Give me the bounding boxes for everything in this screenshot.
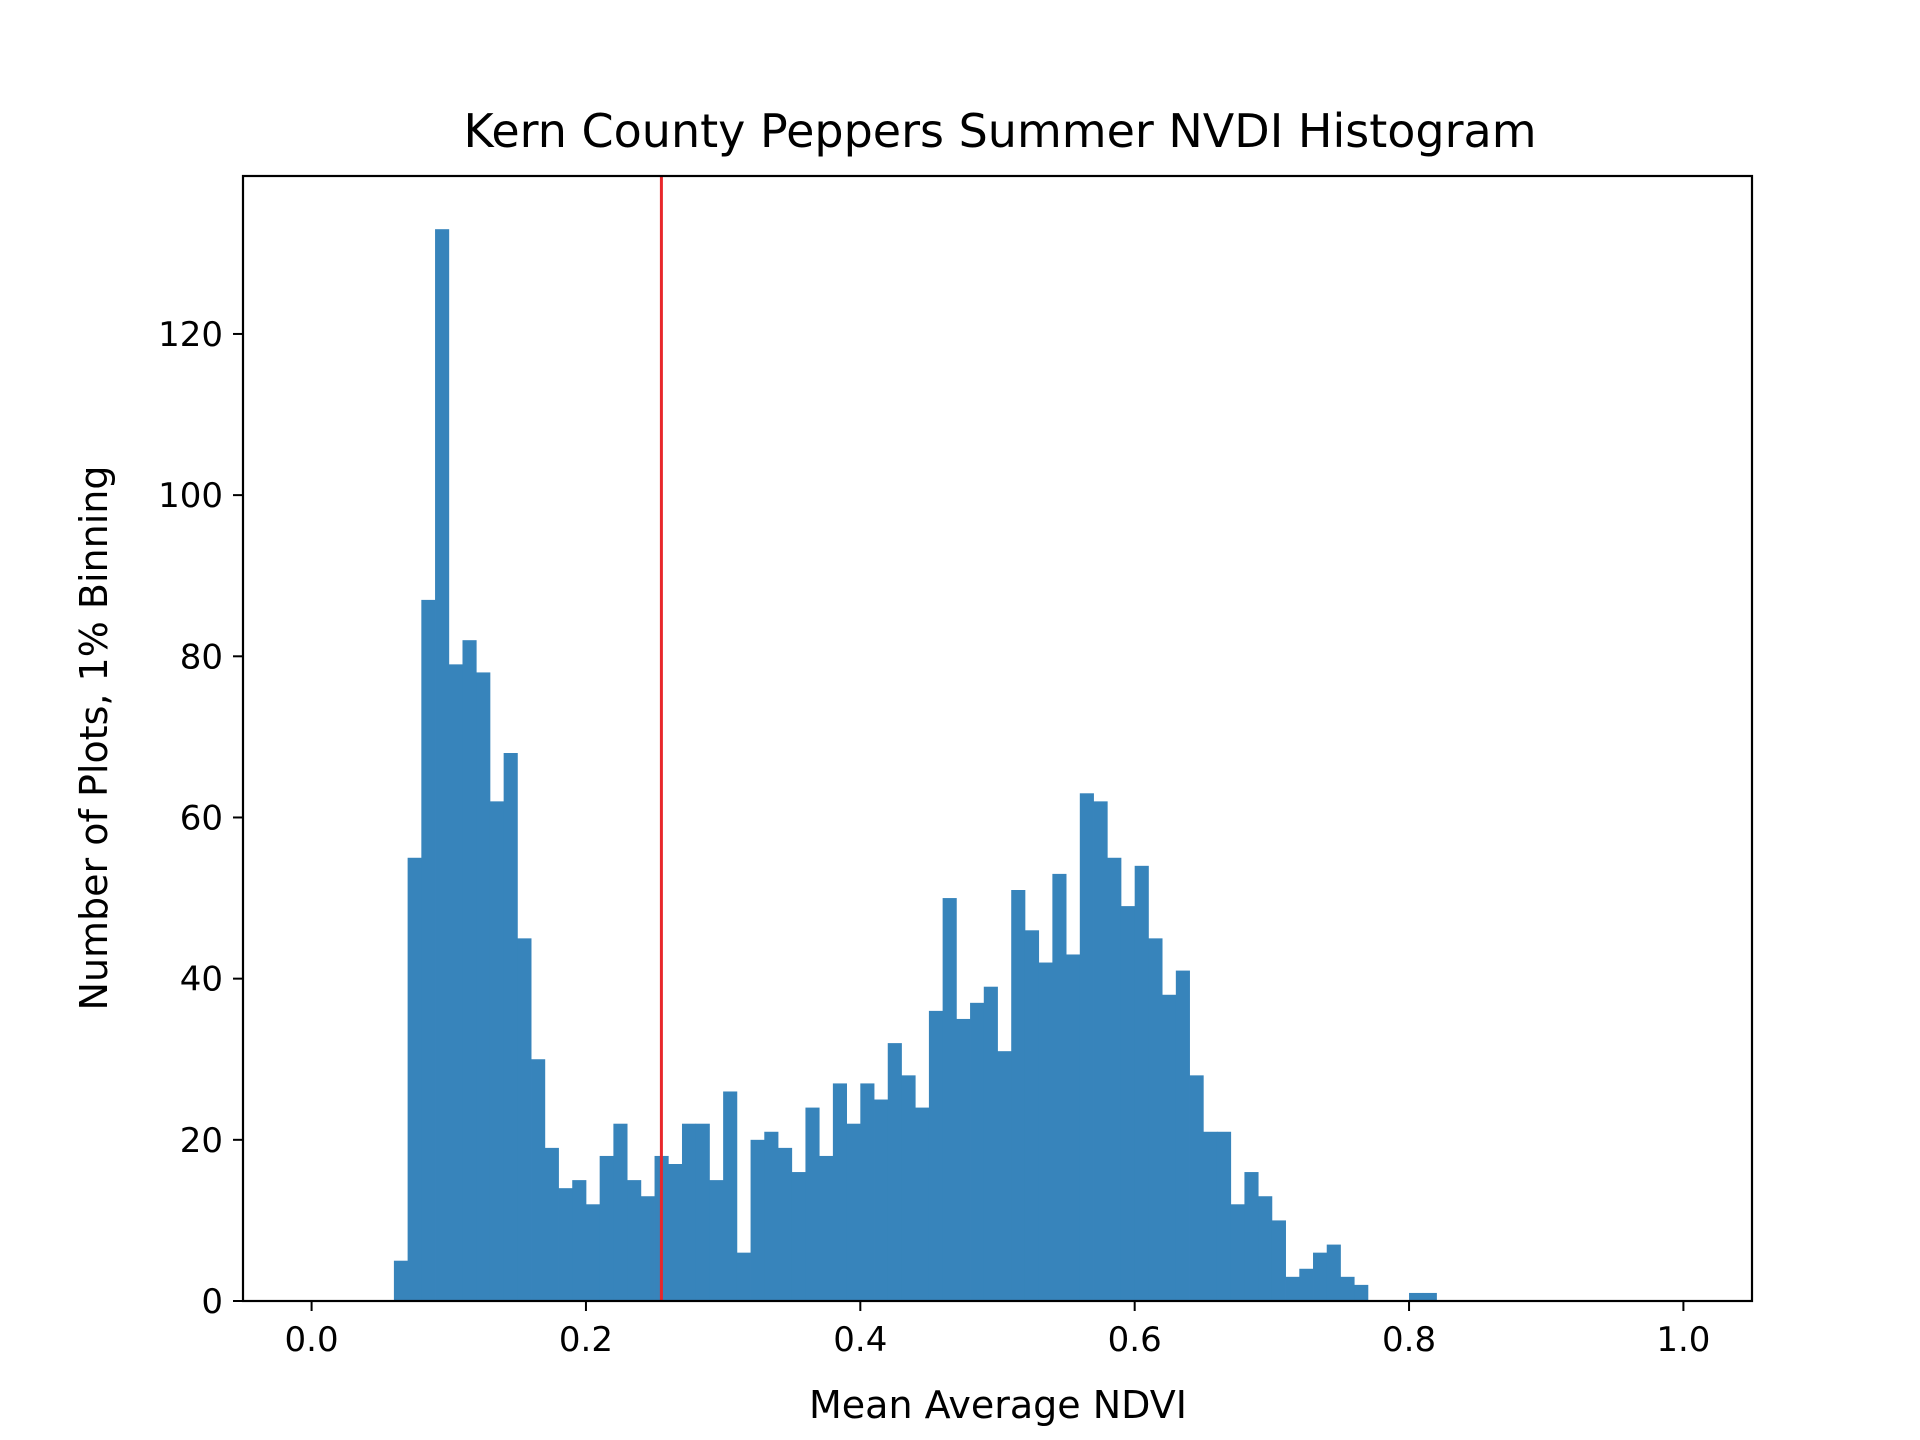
y-tick-label: 80 — [180, 637, 223, 677]
histogram-bar — [1409, 1292, 1424, 1301]
histogram-bar — [476, 672, 491, 1301]
histogram-bar — [585, 1204, 601, 1301]
histogram-bar — [1285, 1276, 1300, 1301]
histogram-bar — [462, 640, 477, 1301]
histogram-bar — [1093, 801, 1108, 1301]
histogram-bar — [668, 1164, 683, 1301]
histogram-bar — [983, 986, 998, 1301]
histogram-bar — [1244, 1172, 1259, 1301]
histogram-bar — [435, 229, 450, 1301]
histogram-bar — [517, 938, 532, 1301]
histogram-bar — [393, 1260, 409, 1301]
histogram-bar — [1258, 1196, 1273, 1301]
histogram-bar — [901, 1075, 916, 1301]
x-tick-label: 0.2 — [559, 1320, 613, 1360]
histogram-bar — [997, 1051, 1012, 1301]
histogram-bar — [819, 1155, 834, 1301]
histogram-bar — [407, 857, 422, 1301]
histogram-bar — [1271, 1220, 1286, 1301]
histogram-bar — [723, 1091, 738, 1301]
histogram-bar — [544, 1147, 559, 1301]
histogram-bars — [393, 229, 1437, 1301]
histogram-bar — [1066, 954, 1081, 1301]
histogram-bar — [942, 898, 957, 1301]
histogram-bar — [1230, 1204, 1245, 1301]
plot-frame — [241, 174, 1754, 1303]
y-axis-label: Number of Plots, 1% Binning — [72, 466, 116, 1011]
x-tick-label: 0.8 — [1382, 1320, 1436, 1360]
histogram-bar — [1134, 865, 1149, 1301]
chart-title: Kern County Peppers Summer NVDI Histogra… — [463, 104, 1536, 158]
histogram-bar — [695, 1123, 710, 1301]
y-tick-label: 120 — [158, 315, 223, 355]
y-tick-label: 0 — [201, 1282, 223, 1322]
histogram-bar — [1024, 930, 1040, 1301]
histogram-bar — [956, 1018, 971, 1301]
histogram-bar — [421, 599, 436, 1301]
histogram-bar — [778, 1147, 793, 1301]
histogram-bar — [448, 664, 463, 1301]
histogram-bar — [709, 1180, 724, 1301]
histogram-bar — [750, 1139, 765, 1301]
histogram-bar — [531, 1059, 546, 1301]
histogram-bar — [1162, 994, 1177, 1301]
y-tick-label: 40 — [180, 960, 223, 1000]
histogram-bar — [489, 801, 505, 1301]
histogram-bar — [1107, 857, 1122, 1301]
y-axis: 0 20 40 60 80 100 120 — [158, 315, 243, 1322]
histogram-bar — [1216, 1131, 1232, 1301]
histogram-bar — [1079, 793, 1094, 1301]
x-axis: 0.0 0.2 0.4 0.6 0.8 1.0 — [285, 1301, 1710, 1360]
histogram-bar — [1313, 1252, 1328, 1301]
x-tick-label: 0.6 — [1108, 1320, 1162, 1360]
histogram-bar — [928, 1010, 944, 1301]
histogram-bar — [970, 1002, 985, 1301]
histogram-bar — [640, 1196, 655, 1301]
x-tick-label: 1.0 — [1656, 1320, 1710, 1360]
histogram-bar — [627, 1180, 642, 1301]
histogram-bar — [832, 1083, 847, 1301]
histogram-bar — [1175, 970, 1190, 1301]
histogram-bar — [1422, 1292, 1437, 1301]
histogram-bar — [681, 1123, 697, 1301]
histogram-bar — [599, 1155, 614, 1301]
x-tick-label: 0.0 — [285, 1320, 339, 1360]
histogram-bar — [860, 1083, 875, 1301]
histogram-bar — [558, 1188, 573, 1301]
x-tick-label: 0.4 — [833, 1320, 887, 1360]
histogram-bar — [1011, 890, 1026, 1301]
histogram-bar — [1120, 906, 1136, 1301]
y-tick-label: 60 — [180, 798, 223, 838]
histogram-bar — [791, 1172, 806, 1301]
x-axis-label: Mean Average NDVI — [809, 1383, 1187, 1427]
histogram-bar — [1354, 1284, 1369, 1301]
histogram-bar — [1326, 1244, 1341, 1301]
histogram-bar — [503, 753, 518, 1301]
histogram-bar — [613, 1123, 628, 1301]
histogram-bar — [1203, 1131, 1218, 1301]
histogram-bar — [887, 1043, 902, 1301]
histogram-bar — [1148, 938, 1163, 1301]
histogram-bar — [764, 1131, 779, 1301]
histogram-bar — [1038, 962, 1053, 1301]
histogram-bar — [1299, 1268, 1314, 1301]
histogram-bar — [846, 1123, 861, 1301]
histogram-bar — [874, 1099, 889, 1301]
y-tick-label: 20 — [180, 1121, 223, 1161]
histogram-bar — [1052, 873, 1067, 1301]
histogram-bar — [572, 1180, 587, 1301]
histogram-bar — [1189, 1075, 1204, 1301]
histogram-bar — [915, 1107, 930, 1301]
y-tick-label: 100 — [158, 476, 223, 516]
histogram-bar — [805, 1107, 820, 1301]
histogram-bar — [1340, 1276, 1355, 1301]
histogram-bar — [736, 1252, 751, 1301]
